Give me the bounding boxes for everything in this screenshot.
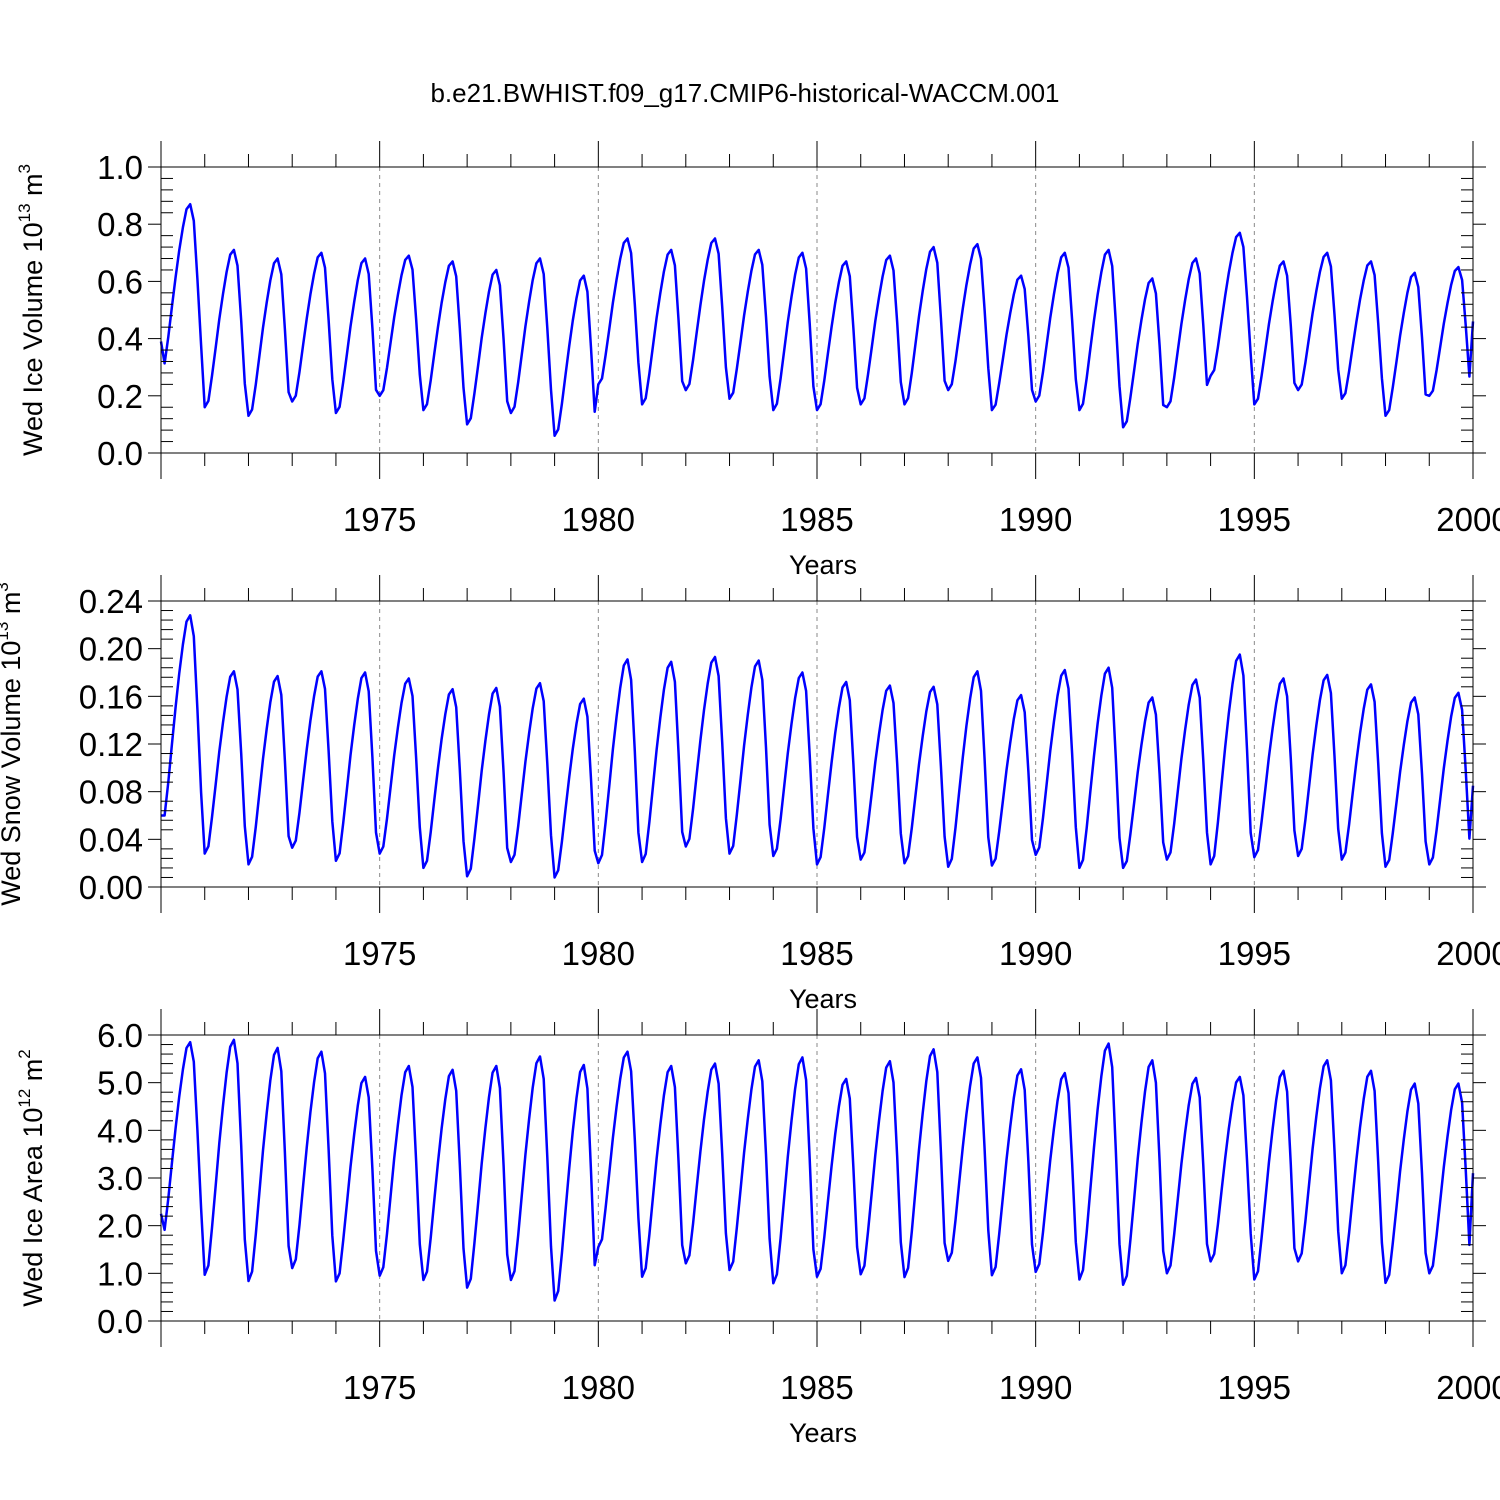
ice-area-xtick-label: 1985 (780, 1369, 853, 1406)
ice-area-xtick-label: 1980 (562, 1369, 635, 1406)
snow-volume-xtick-label: 1995 (1218, 935, 1291, 972)
ice-volume-ytick-label: 1.0 (97, 149, 143, 186)
ice-volume-xlabel: Years (789, 550, 857, 580)
ice-area-xtick-label: 1990 (999, 1369, 1072, 1406)
ice-area-ytick-label: 3.0 (97, 1160, 143, 1197)
figure-title: b.e21.BWHIST.f09_g17.CMIP6-historical-WA… (430, 78, 1059, 108)
ice-area-ytick-label: 6.0 (97, 1017, 143, 1054)
ice-area-xtick-label: 2000 (1436, 1369, 1500, 1406)
snow-volume-series-line (161, 614, 1475, 879)
ice-area-ytick-label: 2.0 (97, 1208, 143, 1245)
ice-volume-ytick-label: 0.6 (97, 263, 143, 300)
snow-volume-ytick-label: 0.20 (79, 631, 143, 668)
ice-volume-panel: Wed Ice Volume 1013 m3 Years 0.0 0.2 0.4 0.… (15, 141, 1500, 580)
ice-volume-xtick-label: 1975 (343, 501, 416, 538)
snow-volume-ytick-label: 0.08 (79, 774, 143, 811)
ice-volume-xtick-label: 1995 (1218, 501, 1291, 538)
snow-volume-panel: Wed Snow Volume 1013 m3 Years 0.00 0.04 0.… (0, 575, 1500, 1014)
snow-volume-ytick-label: 0.12 (79, 726, 143, 763)
ice-volume-xtick-label: 1990 (999, 501, 1072, 538)
ice-volume-ylabel: Wed Ice Volume 1013 m3 (15, 164, 48, 456)
ice-volume-xtick-label: 1980 (562, 501, 635, 538)
ice-area-ytick-label: 4.0 (97, 1112, 143, 1149)
snow-volume-xlabel: Years (789, 984, 857, 1014)
snow-volume-ytick-label: 0.00 (79, 869, 143, 906)
ice-area-series-line (159, 1038, 1475, 1302)
ice-area-xtick-label: 1995 (1218, 1369, 1291, 1406)
ice-area-xtick-label: 1975 (343, 1369, 416, 1406)
ice-area-ylabel: Wed Ice Area 1012 m2 (15, 1049, 48, 1307)
ice-area-ytick-label: 5.0 (97, 1065, 143, 1102)
ice-volume-ytick-label: 0.8 (97, 206, 143, 243)
snow-volume-ytick-label: 0.04 (79, 821, 143, 858)
snow-volume-xtick-label: 1990 (999, 935, 1072, 972)
snow-volume-xtick-label: 1980 (562, 935, 635, 972)
snow-volume-xtick-label: 1985 (780, 935, 853, 972)
ice-volume-series-line (159, 202, 1475, 438)
snow-volume-ylabel: Wed Snow Volume 1013 m3 (0, 582, 26, 906)
ice-volume-ytick-label: 0.0 (97, 435, 143, 472)
snow-volume-ytick-label: 0.24 (79, 583, 143, 620)
ice-area-ytick-label: 1.0 (97, 1255, 143, 1292)
ice-area-ytick-label: 0.0 (97, 1303, 143, 1340)
ice-volume-ytick-label: 0.4 (97, 321, 143, 358)
ice-volume-xtick-label: 2000 (1436, 501, 1500, 538)
ice-volume-ytick-label: 0.2 (97, 378, 143, 415)
snow-volume-xtick-label: 2000 (1436, 935, 1500, 972)
ice-area-xlabel: Years (789, 1418, 857, 1448)
snow-volume-xtick-label: 1975 (343, 935, 416, 972)
ice-volume-xtick-label: 1985 (780, 501, 853, 538)
ice-area-panel: Wed Ice Area 1012 m2 Years 0.0 1.0 2.0 3.0 4… (15, 1009, 1500, 1448)
snow-volume-ytick-label: 0.16 (79, 678, 143, 715)
